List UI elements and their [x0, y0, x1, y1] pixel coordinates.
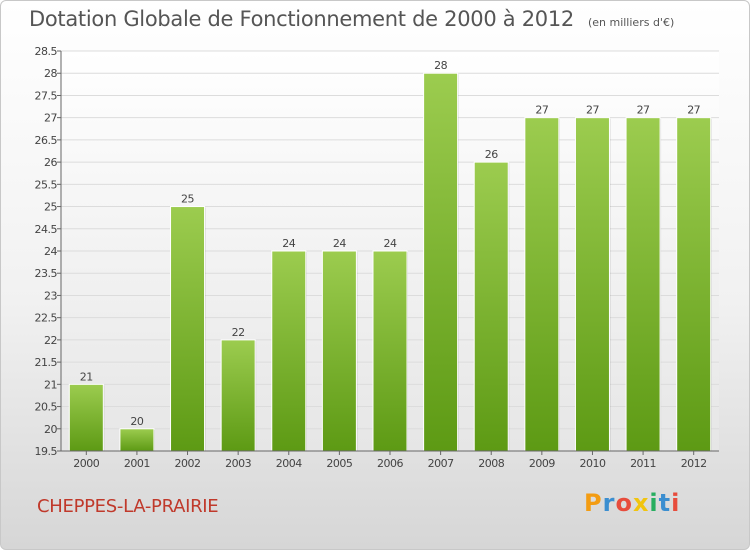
bar-value-label: 27 [637, 104, 650, 117]
bar-value-label: 22 [232, 326, 245, 339]
logo-letter: r [602, 489, 616, 517]
bar-value-label: 27 [535, 104, 548, 117]
x-tick-label: 2000 [73, 457, 99, 470]
bar-value-label: 21 [80, 370, 93, 383]
x-tick-label: 2005 [326, 457, 352, 470]
bar [423, 72, 459, 452]
bar [220, 339, 256, 452]
y-tick-label: 22.5 [35, 312, 58, 325]
bar-value-label: 26 [485, 148, 498, 161]
bar-value-label: 25 [181, 193, 194, 206]
logo-letter: x [632, 489, 650, 517]
bar [321, 250, 357, 452]
y-tick-label: 28 [44, 67, 57, 80]
x-tick-label: 2009 [529, 457, 555, 470]
bar [170, 206, 206, 452]
logo-letter: o [615, 489, 633, 517]
y-tick-label: 25 [44, 201, 57, 214]
y-tick-label: 24 [44, 245, 57, 258]
bar-value-label: 20 [130, 415, 143, 428]
bar-value-label: 28 [434, 59, 447, 72]
bar [271, 250, 307, 452]
y-tick-label: 19.5 [35, 445, 58, 458]
x-tick-label: 2010 [579, 457, 605, 470]
x-tick-label: 2001 [124, 457, 150, 470]
bar-value-label: 27 [586, 104, 599, 117]
bar-value-label: 24 [384, 237, 397, 250]
bar [524, 117, 560, 452]
bar [68, 383, 104, 452]
logo-letter: P [584, 489, 603, 517]
y-tick-label: 23.5 [35, 267, 58, 280]
y-tick-label: 22 [44, 334, 57, 347]
chart-title: Dotation Globale de Fonctionnement de 20… [29, 7, 574, 31]
bar-value-label: 24 [282, 237, 295, 250]
logo-letter: i [649, 489, 659, 517]
x-tick-label: 2011 [630, 457, 656, 470]
y-tick-label: 23 [44, 289, 57, 302]
y-tick-label: 28.5 [35, 45, 58, 58]
x-tick-label: 2006 [377, 457, 403, 470]
y-tick-label: 27.5 [35, 89, 58, 102]
x-tick-label: 2008 [478, 457, 504, 470]
proxiti-logo: Proxiti [584, 489, 680, 517]
logo-letter: t [658, 489, 672, 517]
bar [372, 250, 408, 452]
bar-value-label: 24 [333, 237, 346, 250]
chart-subtitle: (en milliers d'€) [587, 16, 675, 29]
x-tick-label: 2012 [681, 457, 707, 470]
bar [625, 117, 661, 452]
title-block: Dotation Globale de Fonctionnement de 20… [29, 7, 674, 31]
y-tick-label: 26 [44, 156, 57, 169]
y-tick-label: 21 [44, 378, 57, 391]
bar [473, 161, 509, 452]
y-tick-label: 21.5 [35, 356, 58, 369]
bar [119, 428, 155, 452]
x-tick-label: 2004 [276, 457, 302, 470]
bar-value-label: 27 [687, 104, 700, 117]
x-tick-label: 2002 [175, 457, 201, 470]
y-tick-label: 26.5 [35, 134, 58, 147]
bar [574, 117, 610, 452]
x-tick-label: 2007 [428, 457, 454, 470]
x-tick-label: 2003 [225, 457, 251, 470]
y-tick-label: 25.5 [35, 178, 58, 191]
commune-name: CHEPPES-LA-PRAIRIE [37, 496, 219, 517]
bar [676, 117, 712, 452]
y-tick-label: 20 [44, 423, 57, 436]
logo-letter: i [671, 489, 681, 517]
y-tick-label: 27 [44, 112, 57, 125]
y-tick-label: 24.5 [35, 223, 58, 236]
y-tick-label: 20.5 [35, 401, 58, 414]
